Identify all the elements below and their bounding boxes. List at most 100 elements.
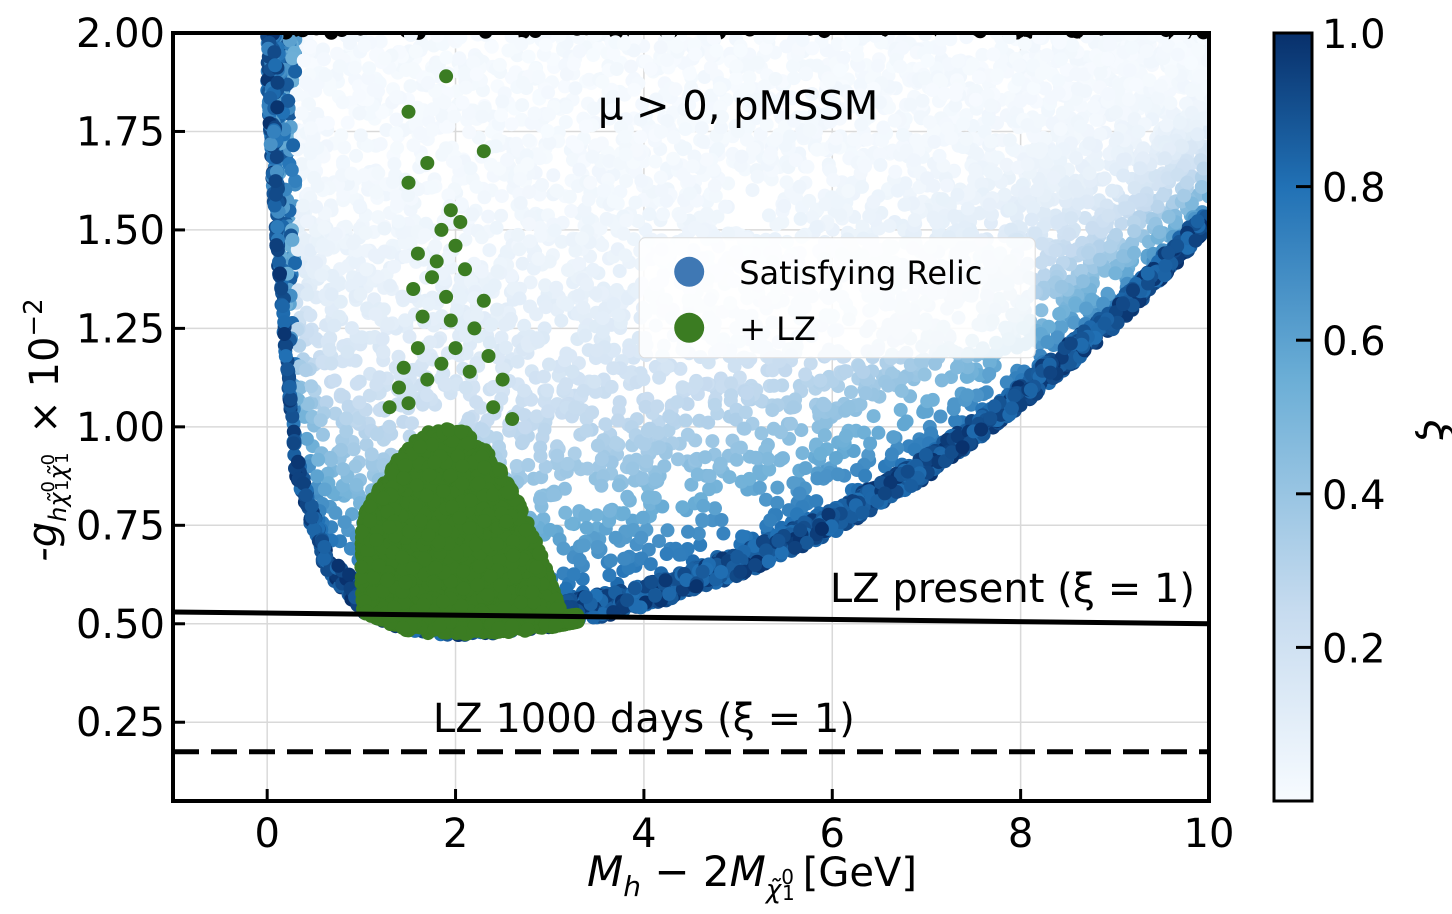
relic-point xyxy=(810,142,824,157)
relic-point xyxy=(611,478,626,493)
relic-point xyxy=(1172,115,1187,130)
relic-point xyxy=(576,538,591,553)
relic-point xyxy=(529,331,544,346)
relic-point xyxy=(425,102,440,117)
relic-point xyxy=(634,530,649,545)
relic-point xyxy=(734,149,749,164)
relic-point xyxy=(1050,214,1065,229)
relic-point xyxy=(1032,145,1047,160)
relic-point xyxy=(527,106,542,121)
relic-point xyxy=(571,288,586,303)
relic-point xyxy=(798,367,813,382)
relic-point xyxy=(1199,19,1213,33)
relic-point xyxy=(680,397,695,411)
relic-point xyxy=(608,530,623,545)
relic-point xyxy=(857,425,871,440)
relic-point xyxy=(896,417,911,432)
relic-point xyxy=(1061,18,1075,32)
relic-point xyxy=(1069,67,1084,82)
relic-point xyxy=(516,434,531,449)
relic-point xyxy=(352,395,367,410)
relic-point xyxy=(296,198,311,213)
relic-point xyxy=(793,211,808,226)
relic-point xyxy=(596,183,611,198)
relic-point xyxy=(382,419,397,434)
relic-point xyxy=(324,287,339,302)
relic-point xyxy=(371,84,385,99)
relic-point xyxy=(568,81,583,96)
relic-point xyxy=(1064,211,1079,226)
relic-point xyxy=(922,115,937,130)
relic-point xyxy=(738,405,753,420)
relic-point xyxy=(826,173,841,188)
relic-point xyxy=(1184,83,1199,97)
relic-point xyxy=(934,373,949,388)
relic-point xyxy=(511,227,525,242)
relic-point xyxy=(777,17,791,31)
relic-point xyxy=(475,109,490,124)
relic-point xyxy=(358,16,372,30)
relic-point xyxy=(968,17,982,31)
relic-point xyxy=(766,18,780,32)
relic-point xyxy=(1034,303,1049,318)
relic-point xyxy=(1148,17,1162,31)
relic-point xyxy=(602,568,617,583)
relic-point xyxy=(1068,179,1083,194)
relic-point xyxy=(352,199,367,213)
relic-point xyxy=(1105,183,1120,198)
relic-point xyxy=(599,211,614,226)
relic-point xyxy=(920,53,935,68)
relic-point xyxy=(917,367,932,382)
relic-point xyxy=(841,400,856,415)
relic-point xyxy=(518,420,532,435)
relic-point xyxy=(648,154,663,169)
relic-point xyxy=(670,395,684,410)
relic-point xyxy=(309,199,323,214)
relic-point xyxy=(477,190,492,205)
relic-point xyxy=(469,67,484,82)
relic-point xyxy=(625,461,640,476)
relic-point xyxy=(684,477,699,492)
relic-point xyxy=(1108,266,1123,281)
relic-point xyxy=(458,80,473,95)
relic-point xyxy=(1191,17,1205,31)
relic-point xyxy=(538,38,553,52)
relic-point xyxy=(710,209,725,224)
relic-point xyxy=(809,494,824,509)
relic-point xyxy=(349,148,364,163)
relic-point xyxy=(494,208,509,223)
relic-point xyxy=(531,70,546,84)
relic-point xyxy=(1133,192,1148,207)
relic-point xyxy=(696,134,711,149)
relic-point xyxy=(1065,38,1080,53)
relic-point xyxy=(560,297,574,312)
relic-point xyxy=(616,37,631,51)
relic-point xyxy=(564,516,579,531)
relic-point xyxy=(320,17,334,31)
relic-point xyxy=(309,256,324,270)
relic-point xyxy=(337,515,352,530)
relic-point xyxy=(612,395,627,410)
relic-point xyxy=(336,462,351,477)
relic-point xyxy=(369,185,384,200)
relic-point xyxy=(759,492,773,507)
relic-point xyxy=(576,383,591,398)
relic-point xyxy=(777,199,792,213)
relic-point xyxy=(618,248,633,263)
relic-point xyxy=(786,59,800,73)
relic-point xyxy=(520,157,535,172)
relic-point xyxy=(659,193,674,208)
relic-point xyxy=(948,87,963,102)
relic-point xyxy=(620,489,635,504)
relic-point xyxy=(609,283,624,297)
relic-point xyxy=(398,249,413,264)
relic-point xyxy=(682,66,697,81)
relic-point xyxy=(940,121,955,136)
relic-point xyxy=(406,138,421,153)
relic-point xyxy=(398,18,412,32)
relic-point xyxy=(1067,19,1081,33)
relic-point xyxy=(346,236,361,251)
relic-point xyxy=(617,551,632,566)
relic-point xyxy=(982,197,997,212)
relic-point xyxy=(1155,188,1170,203)
